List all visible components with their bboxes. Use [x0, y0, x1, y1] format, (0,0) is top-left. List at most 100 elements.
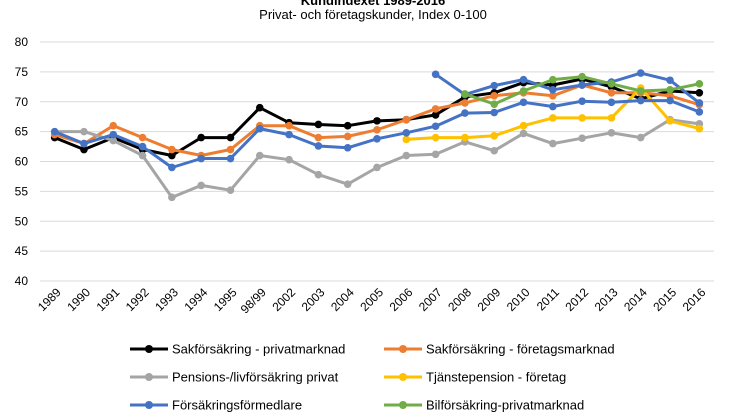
legend-item: Bilförsäkring-privatmarknad [384, 398, 584, 413]
y-tick-label: 55 [15, 184, 29, 198]
legend-label: Sakförsäkring - företagsmarknad [426, 342, 615, 357]
data-point [666, 96, 674, 105]
data-point [549, 86, 557, 94]
data-point [402, 135, 411, 144]
x-tick-label: 2002 [269, 285, 298, 314]
data-point [431, 111, 440, 119]
series-6 [461, 72, 704, 108]
data-point [666, 76, 674, 85]
data-point [636, 69, 645, 77]
series-4 [50, 96, 704, 172]
data-point [666, 86, 674, 94]
data-point [50, 127, 59, 136]
data-point [373, 126, 381, 134]
data-point [255, 124, 264, 133]
data-point [226, 154, 235, 163]
data-point [461, 109, 469, 117]
data-point [168, 151, 176, 160]
x-tick-label: 2015 [650, 285, 679, 314]
data-point [490, 81, 499, 90]
data-point [343, 143, 352, 152]
data-point [285, 121, 293, 130]
legend-item: Sakförsäkring - privatmarknad [130, 342, 345, 357]
x-tick-label: 1992 [123, 285, 152, 314]
x-tick-label: 1993 [152, 285, 181, 314]
data-point [461, 99, 469, 107]
y-tick-label: 80 [15, 35, 29, 49]
legend-label: Försäkringsförmedlare [172, 398, 302, 413]
data-point [285, 155, 293, 164]
data-point [80, 145, 88, 154]
legend-label: Pensions-/livförsäkring privat [172, 370, 339, 385]
legend-swatch-marker [145, 345, 153, 353]
data-point [461, 90, 469, 98]
data-point [226, 145, 235, 154]
data-point [549, 139, 557, 148]
data-point [343, 180, 352, 189]
chart-subtitle: Privat- och företagskunder, Index 0-100 [259, 7, 487, 22]
x-tick-label: 2007 [416, 285, 445, 314]
data-point [549, 91, 557, 100]
data-point [373, 117, 381, 125]
data-point [549, 75, 557, 84]
data-point [695, 124, 704, 133]
data-point [519, 87, 528, 95]
data-point [490, 91, 499, 100]
legend-swatch-marker [145, 373, 153, 381]
data-point [314, 133, 323, 142]
x-tick-label: 2010 [504, 285, 533, 314]
data-point [109, 121, 118, 130]
data-point [314, 120, 323, 129]
data-point [607, 80, 616, 88]
x-tick-label: 1991 [94, 285, 123, 314]
data-point [431, 105, 440, 113]
series-5 [431, 69, 704, 107]
data-point [519, 121, 528, 130]
data-point [578, 134, 586, 142]
y-tick-label: 75 [15, 65, 29, 79]
data-point [578, 97, 586, 105]
data-point [695, 99, 704, 107]
x-tick-label: 1994 [182, 285, 211, 314]
data-point [314, 142, 323, 150]
x-tick-label: 2004 [328, 285, 357, 314]
x-tick-label: 2014 [621, 285, 650, 314]
x-tick-label: 2012 [562, 285, 591, 314]
legend-label: Sakförsäkring - privatmarknad [172, 342, 345, 357]
data-point [636, 133, 645, 142]
series-lines [50, 69, 704, 202]
data-point [373, 163, 381, 172]
data-point [431, 122, 440, 131]
data-point [197, 154, 205, 163]
data-point [519, 98, 528, 107]
data-point [490, 100, 499, 108]
data-point [490, 146, 499, 155]
y-tick-label: 45 [15, 244, 29, 258]
data-point [138, 142, 147, 151]
legend-label: Bilförsäkring-privatmarknad [426, 398, 584, 413]
data-point [402, 115, 411, 124]
legend-swatch-marker [399, 373, 407, 381]
data-point [490, 132, 499, 140]
data-point [607, 88, 616, 97]
x-tick-label: 2005 [357, 285, 386, 314]
data-point [255, 103, 264, 112]
data-point [343, 132, 352, 141]
data-point [490, 108, 499, 117]
data-point [343, 121, 352, 130]
data-point [519, 129, 528, 138]
data-point [666, 117, 674, 125]
data-point [402, 151, 411, 160]
gridlines [40, 41, 714, 282]
data-point [549, 102, 557, 111]
data-point [607, 98, 616, 107]
data-point [402, 129, 411, 137]
data-point [519, 75, 528, 84]
data-point [461, 133, 469, 142]
y-tick-label: 70 [15, 95, 29, 109]
x-tick-label: 2011 [534, 285, 562, 313]
data-point [607, 129, 616, 137]
